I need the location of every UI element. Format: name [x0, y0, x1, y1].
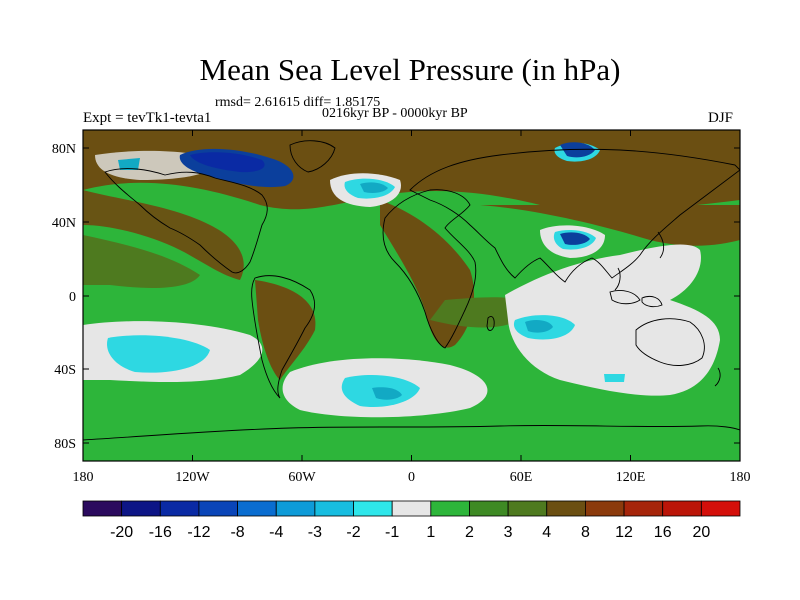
colorbar-swatch	[275, 500, 316, 517]
colorbar-label: 3	[504, 524, 513, 541]
lon-label: 120W	[175, 470, 210, 485]
coast-madagascar	[486, 315, 495, 331]
coast-japan	[657, 231, 665, 259]
field-brown-asia	[480, 205, 740, 246]
map-field	[83, 130, 740, 461]
coast-philippines	[614, 267, 621, 291]
latitude-axis: 80N 40N 0 40S 80S	[52, 142, 740, 452]
lat-label: 80S	[54, 437, 76, 452]
lat-label: 40N	[52, 216, 76, 231]
lon-label: 180	[73, 470, 94, 485]
field-mid-natlantic	[360, 182, 388, 193]
colorbar-label: -2	[346, 524, 360, 541]
colorbar-label: 8	[581, 524, 590, 541]
coast-greenland	[289, 140, 336, 173]
lat-label: 0	[69, 290, 76, 305]
colorbar-label: -12	[187, 524, 210, 541]
colorbar-label: -20	[110, 524, 133, 541]
lon-label: 60E	[510, 470, 533, 485]
colorbar-swatch	[198, 500, 238, 517]
lon-label: 0	[408, 470, 415, 485]
season-label: DJF	[708, 110, 734, 126]
colorbar-swatch	[121, 500, 161, 517]
colorbar-swatch	[353, 500, 393, 517]
field-cyan-spacific	[107, 335, 210, 373]
field-cyan-small	[604, 374, 625, 382]
coast-africa	[382, 189, 477, 349]
colorbar-label: -16	[149, 524, 172, 541]
colorbar-label: 2	[465, 524, 474, 541]
field-neutral-indian	[505, 244, 720, 396]
coast-new-zealand	[714, 367, 721, 387]
colorbar-label: -8	[230, 524, 244, 541]
colorbar-swatch	[391, 500, 432, 517]
colorbar-swatch	[314, 500, 354, 517]
lon-label: 60W	[288, 470, 316, 485]
colorbar-swatch	[662, 500, 702, 517]
colorbar-label: -1	[385, 524, 399, 541]
coast-australia	[635, 318, 705, 366]
colorbar-swatch	[585, 500, 625, 517]
coastlines	[83, 140, 740, 441]
field-brown-samerica	[255, 280, 316, 380]
coast-south-america	[251, 275, 316, 399]
stats-line: rmsd= 2.61615 diff= 1.85175	[215, 95, 381, 110]
colorbar-label: 16	[654, 524, 672, 541]
field-blue-siberia	[560, 142, 595, 158]
colorbar-swatch	[507, 500, 548, 517]
experiment-label: Expt = tevTk1-tevta1	[83, 110, 212, 126]
field-mid-satlantic	[372, 387, 402, 400]
colorbar-label: 20	[692, 524, 710, 541]
period-line: 0216kyr BP - 0000kyr BP	[322, 106, 468, 121]
field-brown-namerica	[83, 190, 244, 280]
colorbar-swatch	[237, 500, 277, 517]
field-blue-tibet	[560, 232, 590, 245]
lon-label: 120E	[616, 470, 646, 485]
colorbar-swatch	[546, 500, 586, 517]
lat-label: 40S	[54, 363, 76, 378]
colorbar-swatch	[700, 500, 741, 517]
field-mid-indian	[525, 319, 553, 333]
colorbar-swatch	[623, 500, 664, 517]
chart-title: Mean Sea Level Pressure (in hPa)	[199, 52, 621, 87]
field-olive-indian	[430, 297, 525, 328]
coast-borneo	[609, 289, 641, 305]
longitude-axis: 180 120W 60W 0 60E 120E 180	[73, 130, 751, 485]
coast-antarctica	[83, 424, 740, 441]
field-olive-pacific	[83, 235, 200, 288]
colorbar-label: 12	[615, 524, 633, 541]
lat-label: 80N	[52, 142, 76, 157]
colorbar-label: -4	[269, 524, 283, 541]
colorbar-swatch	[159, 500, 200, 517]
lon-label: 180	[730, 470, 751, 485]
colorbar-label: 4	[542, 524, 551, 541]
colorbar-swatch	[82, 500, 123, 517]
field-darkblue-canada	[190, 152, 265, 173]
coast-north-america	[104, 168, 268, 274]
colorbar-swatch	[430, 500, 470, 517]
field-mid-alaska	[118, 158, 140, 170]
colorbar-swatch	[469, 500, 509, 517]
coast-new-guinea	[641, 295, 663, 308]
colorbar: -20 -16 -12 -8 -4 -3 -2 -1 1 2 3 4 8 12 16 20	[82, 500, 741, 541]
colorbar-label: -3	[308, 524, 322, 541]
colorbar-label: 1	[426, 524, 435, 541]
coast-eurasia	[409, 148, 740, 283]
